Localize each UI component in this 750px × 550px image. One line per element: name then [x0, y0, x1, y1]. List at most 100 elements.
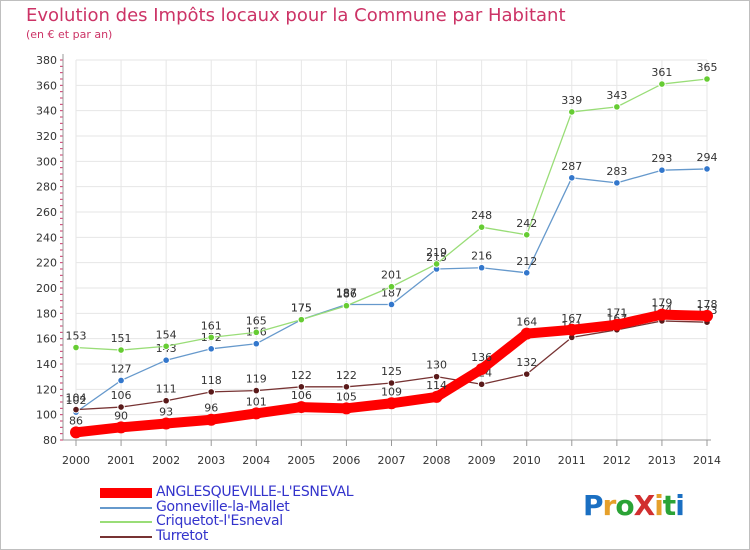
data-point: [477, 263, 486, 272]
data-label: 101: [246, 395, 267, 408]
logo-letter: X: [633, 489, 656, 522]
data-point: [117, 346, 125, 354]
data-point: [162, 342, 170, 351]
data-point: [703, 165, 711, 173]
data-point: [430, 390, 443, 403]
data-point: [385, 397, 398, 410]
data-label: 125: [381, 365, 402, 378]
data-label: 187: [336, 286, 357, 299]
data-label: 242: [516, 217, 537, 230]
x-tick-label: 2002: [152, 454, 180, 467]
data-point: [117, 403, 125, 411]
data-point: [252, 339, 261, 348]
chart-title: Evolution des Impôts locaux pour la Comm…: [26, 5, 566, 26]
data-label: 186: [336, 288, 357, 301]
y-tick-label: 80: [43, 434, 57, 447]
data-point: [477, 223, 486, 231]
data-label: 283: [606, 165, 627, 178]
data-point: [72, 343, 80, 352]
x-tick-label: 2000: [62, 454, 90, 467]
data-point: [342, 301, 351, 310]
data-point: [613, 179, 621, 187]
data-label: 96: [204, 402, 218, 415]
data-point: [565, 323, 578, 336]
data-label: 178: [697, 298, 718, 311]
legend-swatch: [100, 535, 152, 538]
y-tick-label: 320: [36, 130, 57, 143]
data-label: 106: [111, 389, 132, 402]
data-point: [295, 401, 308, 414]
x-tick-label: 2009: [468, 454, 496, 467]
legend-label: Gonneville-la-Mallet: [156, 498, 290, 515]
data-point: [520, 327, 533, 340]
logo-letter: i: [654, 489, 664, 522]
data-label: 216: [471, 250, 492, 263]
data-label: 171: [606, 307, 627, 320]
y-tick-label: 260: [36, 206, 57, 219]
data-label: 114: [426, 379, 447, 392]
data-label: 86: [69, 414, 83, 427]
data-point: [162, 396, 170, 405]
logo-letter: r: [602, 489, 617, 522]
data-label: 102: [66, 394, 87, 407]
legend-swatch: [100, 488, 152, 498]
legend-label: Turretot: [156, 527, 209, 544]
data-point: [117, 376, 125, 385]
data-point: [207, 333, 216, 342]
data-label: 90: [114, 409, 128, 422]
data-label: 109: [381, 385, 402, 398]
data-label: 179: [651, 297, 672, 310]
data-point: [567, 174, 576, 182]
y-tick-label: 240: [36, 231, 57, 244]
data-label: 161: [201, 319, 222, 332]
y-tick-label: 220: [36, 257, 57, 270]
y-tick-label: 380: [36, 54, 57, 67]
data-label: 119: [246, 373, 267, 386]
data-label: 122: [291, 369, 312, 382]
x-tick-label: 2006: [332, 454, 360, 467]
x-tick-label: 2010: [513, 454, 541, 467]
data-point: [655, 308, 668, 321]
y-tick-label: 160: [36, 333, 57, 346]
data-label: 105: [336, 390, 357, 403]
data-label: 175: [291, 302, 312, 315]
data-label: 106: [291, 389, 312, 402]
data-point: [115, 421, 128, 434]
proxiti-logo: ProXiti: [583, 489, 685, 522]
chart-subtitle: (en € et par an): [26, 28, 113, 41]
y-tick-label: 120: [36, 383, 57, 396]
data-label: 93: [159, 406, 173, 419]
data-label: 219: [426, 246, 447, 259]
logo-letter: P: [583, 489, 604, 522]
data-point: [567, 108, 576, 116]
data-point: [522, 370, 531, 378]
data-label: 167: [561, 312, 582, 325]
data-point: [432, 260, 441, 268]
data-label: 132: [516, 356, 537, 369]
data-point: [701, 309, 713, 322]
legend-swatch: [100, 506, 152, 509]
data-point: [340, 402, 353, 415]
data-point: [703, 75, 711, 83]
data-label: 293: [651, 152, 672, 165]
data-label: 164: [516, 316, 537, 329]
data-point: [72, 405, 80, 414]
data-label: 287: [561, 160, 582, 173]
data-label: 339: [561, 94, 582, 107]
x-tick-label: 2004: [242, 454, 270, 467]
logo-letter: t: [662, 489, 676, 522]
x-tick-label: 2003: [197, 454, 225, 467]
legend-swatch: [100, 521, 152, 523]
data-label: 111: [156, 383, 177, 396]
y-tick-label: 180: [36, 307, 57, 320]
y-tick-label: 340: [36, 105, 57, 118]
data-label: 118: [201, 374, 222, 387]
x-tick-label: 2008: [423, 454, 451, 467]
data-point: [70, 426, 82, 439]
data-label: 136: [471, 351, 492, 364]
data-point: [207, 345, 216, 353]
data-point: [207, 388, 216, 396]
data-label: 165: [246, 314, 267, 327]
data-label: 248: [471, 209, 492, 222]
x-tick-label: 2005: [287, 454, 315, 467]
